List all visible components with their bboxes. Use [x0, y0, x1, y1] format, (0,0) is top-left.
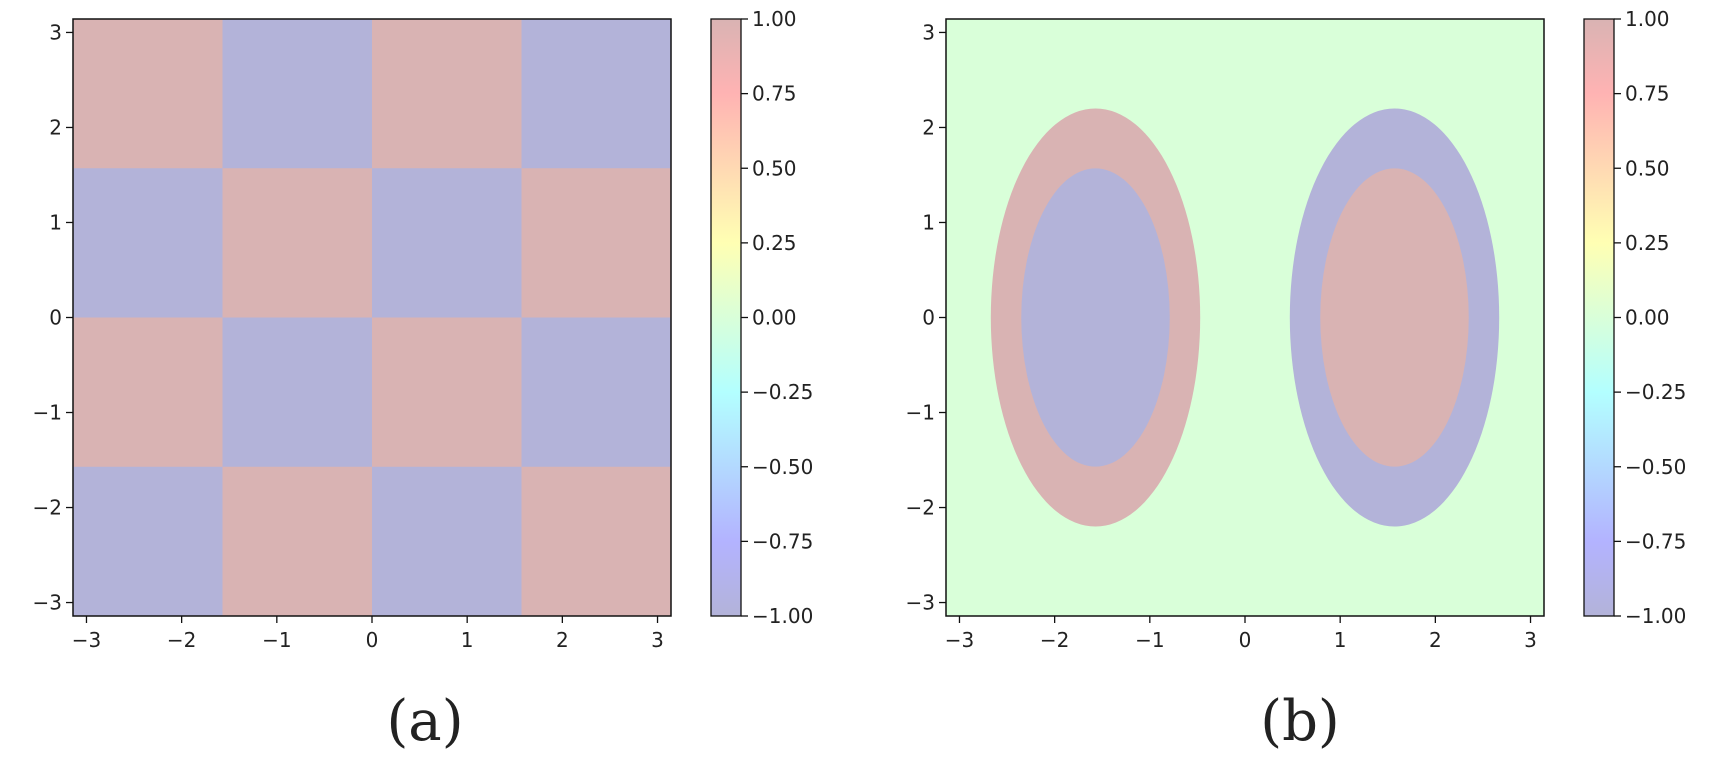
heatmap-cell — [521, 317, 672, 468]
x-tick-label: 2 — [1429, 628, 1442, 652]
colorbar — [710, 18, 742, 617]
y-tick-label: −3 — [906, 591, 935, 615]
heatmap-cell — [372, 317, 523, 468]
colorbar-tick-label: 0.75 — [752, 82, 797, 106]
y-tick-label: −2 — [33, 496, 62, 520]
heatmap-cell — [73, 19, 223, 169]
panel-label: (b) — [1260, 689, 1340, 754]
colorbar-tick-label: 0.50 — [1625, 156, 1670, 180]
colorbar-tick-label: 0.25 — [752, 231, 797, 255]
x-tick-label: −2 — [167, 628, 196, 652]
x-tick-label: 3 — [651, 628, 664, 652]
colorbar-tick-label: 0.25 — [1625, 231, 1670, 255]
heatmap-cell — [521, 466, 672, 617]
x-tick-label: −3 — [945, 628, 974, 652]
heatmap-cell — [521, 168, 672, 318]
colorbar-tick-label: 0.00 — [752, 306, 797, 330]
x-tick-label: 2 — [556, 628, 569, 652]
colorbar-tick-label: −0.25 — [1625, 380, 1686, 404]
heatmap-cell — [222, 168, 373, 318]
y-tick-label: 2 — [922, 115, 935, 139]
colorbar-tick-label: −0.75 — [1625, 529, 1686, 553]
x-tick-label: −1 — [262, 628, 291, 652]
y-tick-label: 0 — [922, 306, 935, 330]
panel-a: −3 −2 −1 0 1 2 3 −3 −2 −1 0 1 2 3 1.00 0.75 0.50 0.25 0.00… — [33, 7, 814, 754]
heatmap-cell — [222, 19, 373, 169]
heatmap-cell — [73, 317, 223, 468]
x-tick-label: −3 — [72, 628, 101, 652]
panel-b: −3 −2 −1 0 1 2 3 −3 −2 −1 0 1 2 3 1.00 0.75 0.50 0.25 0.00… — [906, 7, 1687, 754]
heatmap-cell — [73, 168, 223, 318]
heatmap-area — [73, 19, 672, 617]
y-tick-label: 1 — [922, 210, 935, 234]
colorbar-tick-label: −1.00 — [1625, 604, 1686, 628]
heatmap-cell — [372, 466, 523, 617]
x-tick-label: 1 — [1334, 628, 1347, 652]
x-tick-label: 0 — [366, 628, 379, 652]
colorbar-tick-label: 0.00 — [1625, 306, 1670, 330]
heatmap-cell — [521, 19, 672, 169]
x-tick-label: −1 — [1135, 628, 1164, 652]
heatmap-cell — [372, 168, 523, 318]
heatmap-cell — [222, 466, 373, 617]
colorbar-tick-label: −0.75 — [752, 529, 813, 553]
colorbar-tick-label: 1.00 — [1625, 7, 1670, 31]
colorbar-tick-label: −0.50 — [1625, 455, 1686, 479]
y-tick-label: −1 — [33, 401, 62, 425]
panel-label: (a) — [386, 689, 463, 754]
colorbar-tick-label: −0.50 — [752, 455, 813, 479]
y-tick-label: −2 — [906, 496, 935, 520]
colorbar-tick-label: −1.00 — [752, 604, 813, 628]
y-tick-label: 0 — [49, 306, 62, 330]
colorbar-tick-label: −0.25 — [752, 380, 813, 404]
heatmap-cell — [372, 19, 523, 169]
colorbar-tick-label: 0.50 — [752, 156, 797, 180]
heatmap-cell — [222, 317, 373, 468]
y-tick-label: 1 — [49, 210, 62, 234]
y-tick-label: 3 — [922, 20, 935, 44]
x-tick-label: 3 — [1524, 628, 1537, 652]
x-tick-label: −2 — [1040, 628, 1069, 652]
heatmap-cell — [73, 466, 223, 617]
heatmap-region — [1320, 168, 1469, 467]
colorbar-tick-label: 1.00 — [752, 7, 797, 31]
y-tick-label: 2 — [49, 115, 62, 139]
heatmap-area — [946, 19, 1544, 616]
y-tick-label: −1 — [906, 401, 935, 425]
colorbar — [1583, 18, 1615, 617]
y-tick-label: −3 — [33, 591, 62, 615]
heatmap-region — [1021, 168, 1170, 467]
x-tick-label: 0 — [1239, 628, 1252, 652]
colorbar-tick-label: 0.75 — [1625, 82, 1670, 106]
y-tick-label: 3 — [49, 20, 62, 44]
x-tick-label: 1 — [461, 628, 474, 652]
